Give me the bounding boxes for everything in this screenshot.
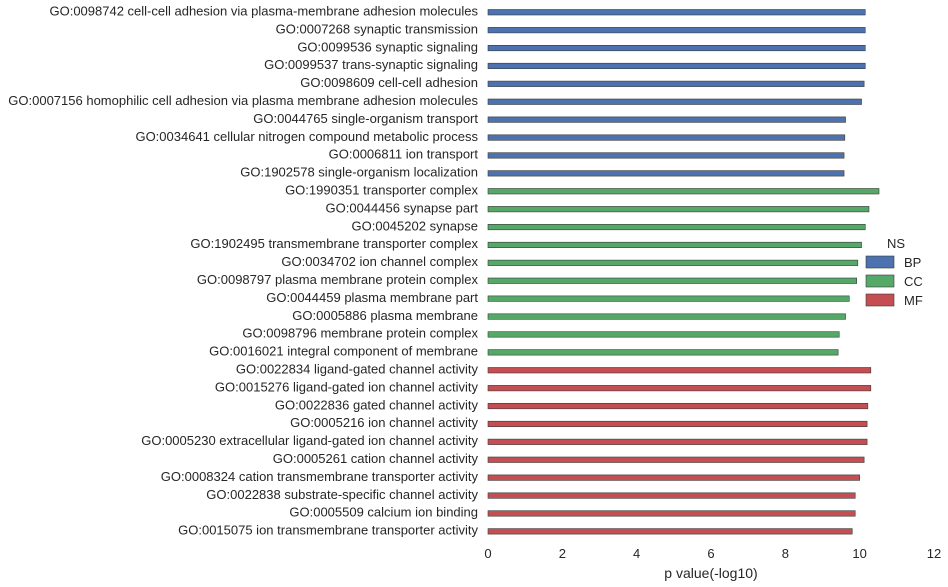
category-label: GO:0022836 gated channel activity	[275, 397, 479, 412]
bar-bp	[487, 44, 866, 52]
bar-cc	[487, 259, 859, 266]
bar-bp	[487, 152, 845, 159]
category-label: GO:0015276 ligand-gated ion channel acti…	[215, 379, 479, 394]
category-label: GO:0016021 integral component of membran…	[209, 344, 478, 359]
bar-mf	[487, 385, 872, 392]
category-label: GO:0005886 plasma membrane	[292, 308, 478, 323]
bar-bp	[487, 80, 865, 87]
x-tick-label: 10	[852, 546, 866, 561]
bar-cc	[487, 241, 862, 248]
category-label: GO:0044456 synapse part	[326, 200, 479, 215]
category-label: GO:1990351 transporter complex	[285, 183, 478, 198]
bar-bp	[487, 116, 846, 123]
bar-mf	[487, 528, 853, 535]
category-label: GO:0022834 ligand-gated channel activity	[236, 362, 479, 377]
x-tick-label: 4	[633, 546, 640, 561]
category-label: GO:0015075 ion transmembrane transporter…	[178, 523, 478, 538]
category-label: GO:0098796 membrane protein complex	[242, 326, 478, 341]
bar-cc	[487, 331, 840, 338]
x-tick-label: 2	[559, 546, 566, 561]
bars-layer	[487, 9, 880, 535]
legend-swatch-bp	[865, 255, 895, 269]
bar-mf	[487, 474, 860, 481]
category-label: GO:0005216 ion channel activity	[290, 415, 478, 430]
bar-bp	[487, 98, 862, 105]
category-label: GO:0005261 cation channel activity	[273, 451, 479, 466]
category-label: GO:0098797 plasma membrane protein compl…	[197, 272, 479, 287]
bar-cc	[487, 349, 839, 356]
category-label: GO:0099537 trans-synaptic signaling	[264, 57, 478, 72]
bar-mf	[487, 420, 868, 428]
legend-label-cc: CC	[904, 274, 923, 289]
x-axis-label: p value(-log10)	[664, 565, 757, 581]
bar-mf	[487, 402, 869, 410]
bar-cc	[487, 206, 870, 213]
legend: NS BP CC MF	[865, 236, 923, 308]
category-label: GO:1902578 single-organism localization	[240, 165, 478, 180]
category-label: GO:0044765 single-organism transport	[253, 111, 478, 126]
legend-title: NS	[887, 236, 905, 251]
x-axis-ticks: 0 2 4 6 8 10 12	[484, 546, 941, 561]
category-label: GO:0045202 synapse	[352, 218, 478, 233]
bar-mf	[487, 492, 856, 499]
legend-label-mf: MF	[904, 293, 923, 308]
bar-bp	[487, 62, 866, 70]
x-tick-label: 0	[484, 546, 491, 561]
x-tick-label: 6	[707, 546, 714, 561]
category-label: GO:0007156 homophilic cell adhesion via …	[8, 93, 478, 108]
bar-bp	[487, 9, 866, 16]
category-label: GO:0006811 ion transport	[329, 147, 479, 162]
category-label: GO:0034641 cellular nitrogen compound me…	[135, 129, 478, 144]
bar-cc	[487, 277, 857, 284]
bar-bp	[487, 170, 845, 177]
x-tick-label: 8	[782, 546, 789, 561]
category-label: GO:0007268 synaptic transmission	[276, 21, 478, 36]
category-label: GO:0034702 ion channel complex	[281, 254, 478, 269]
category-label: GO:0098609 cell-cell adhesion	[300, 75, 478, 90]
bar-mf	[487, 456, 865, 463]
category-label: GO:0098742 cell-cell adhesion via plasma…	[49, 4, 478, 19]
bar-cc	[487, 295, 850, 302]
legend-swatch-mf	[865, 293, 895, 307]
x-tick-label: 12	[927, 546, 941, 561]
bar-mf	[487, 438, 868, 445]
category-labels: GO:0098742 cell-cell adhesion via plasma…	[8, 4, 478, 538]
category-label: GO:0005230 extracellular ligand-gated io…	[141, 433, 478, 448]
bar-cc	[487, 224, 866, 231]
legend-swatch-cc	[865, 274, 895, 288]
bar-mf	[487, 510, 856, 517]
bar-bp	[487, 134, 846, 141]
bar-cc	[487, 313, 846, 320]
category-label: GO:0005509 calcium ion binding	[289, 505, 478, 520]
category-label: GO:0099536 synaptic signaling	[297, 39, 478, 54]
bar-mf	[487, 367, 872, 374]
bar-bp	[487, 27, 866, 34]
category-label: GO:0022838 substrate-specific channel ac…	[206, 487, 478, 502]
category-label: GO:1902495 transmembrane transporter com…	[190, 236, 478, 251]
legend-label-bp: BP	[904, 255, 921, 270]
category-label: GO:0008324 cation transmembrane transpor…	[161, 469, 479, 484]
bar-cc	[487, 188, 880, 195]
category-label: GO:0044459 plasma membrane part	[266, 290, 478, 305]
